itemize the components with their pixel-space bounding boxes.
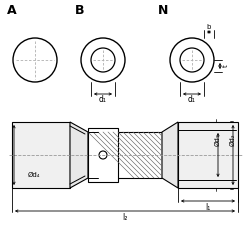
Polygon shape: [88, 132, 162, 178]
Bar: [12, 122, 70, 188]
Text: l₁: l₁: [206, 202, 210, 211]
Text: Ød₂: Ød₂: [230, 134, 236, 146]
Text: Ød₄: Ød₄: [28, 172, 40, 178]
Text: l₂: l₂: [122, 212, 128, 222]
Text: N: N: [158, 4, 168, 16]
Text: B: B: [75, 4, 85, 16]
Text: b: b: [207, 24, 211, 30]
Text: A: A: [7, 4, 17, 16]
Bar: [178, 122, 238, 188]
Text: t: t: [223, 64, 229, 67]
Polygon shape: [70, 122, 88, 188]
Bar: [88, 128, 118, 182]
Text: d₁: d₁: [188, 96, 196, 104]
Text: Ød₁: Ød₁: [215, 134, 221, 146]
Polygon shape: [162, 122, 178, 188]
Text: d₁: d₁: [99, 96, 107, 104]
